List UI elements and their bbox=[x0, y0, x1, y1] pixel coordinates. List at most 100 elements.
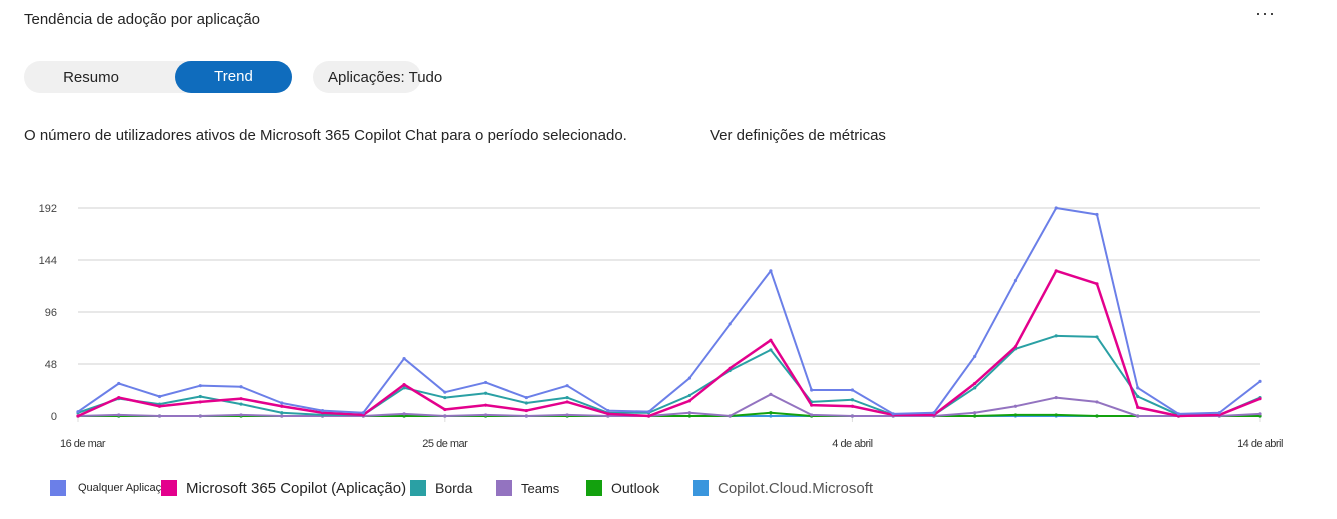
data-point bbox=[647, 410, 651, 414]
more-options-icon[interactable]: ··· bbox=[1255, 3, 1276, 23]
data-point bbox=[687, 399, 691, 403]
data-point bbox=[361, 411, 365, 415]
data-point bbox=[239, 397, 243, 401]
data-point bbox=[524, 414, 528, 418]
y-tick-label: 0 bbox=[51, 411, 57, 423]
data-point bbox=[239, 402, 243, 406]
data-point bbox=[973, 414, 977, 418]
data-point bbox=[769, 392, 773, 396]
data-point bbox=[687, 414, 691, 418]
data-point bbox=[524, 395, 528, 400]
data-point bbox=[1136, 414, 1140, 418]
legend-label: Teams bbox=[521, 480, 560, 496]
series-line-borda bbox=[77, 334, 1261, 416]
data-point bbox=[973, 386, 977, 390]
data-point bbox=[402, 386, 406, 390]
legend-item[interactable]: Outlook bbox=[586, 478, 659, 498]
data-point bbox=[157, 404, 162, 408]
data-point bbox=[483, 380, 488, 385]
x-tick-label: 14 de abril bbox=[1237, 438, 1283, 450]
data-point bbox=[76, 414, 80, 418]
data-point bbox=[565, 413, 569, 417]
data-point bbox=[810, 413, 814, 417]
data-point bbox=[1095, 414, 1099, 418]
app-filter-background bbox=[313, 61, 421, 93]
legend-item[interactable]: Borda bbox=[410, 478, 472, 498]
data-point bbox=[565, 384, 569, 388]
data-point bbox=[932, 411, 936, 415]
data-point bbox=[687, 411, 691, 415]
data-point bbox=[1054, 206, 1058, 210]
data-point bbox=[769, 348, 773, 352]
data-point bbox=[157, 414, 162, 418]
data-point bbox=[402, 356, 406, 361]
legend-label: Microsoft 365 Copilot (Aplicação) bbox=[186, 479, 407, 497]
data-point bbox=[565, 400, 569, 404]
legend-item[interactable]: Copilot.Cloud.Microsoft bbox=[693, 478, 873, 498]
data-point bbox=[1176, 412, 1181, 416]
data-point bbox=[1217, 411, 1221, 415]
data-point bbox=[198, 400, 202, 404]
data-point bbox=[1095, 335, 1099, 339]
data-point bbox=[157, 394, 162, 399]
data-point bbox=[1136, 405, 1140, 409]
data-point bbox=[280, 414, 284, 418]
data-point bbox=[973, 411, 977, 415]
data-point bbox=[810, 388, 814, 392]
data-point bbox=[280, 404, 284, 408]
legend-swatch bbox=[161, 480, 177, 496]
data-point bbox=[687, 376, 691, 380]
data-point bbox=[1054, 395, 1058, 400]
tab-summary[interactable]: Resumo bbox=[63, 69, 119, 86]
data-point bbox=[1258, 397, 1262, 401]
data-point bbox=[483, 403, 488, 407]
data-point bbox=[1136, 386, 1140, 390]
legend-label: Copilot.Cloud.Microsoft bbox=[718, 479, 874, 497]
data-point bbox=[1054, 334, 1058, 338]
data-point bbox=[850, 398, 855, 402]
legend-label: Outlook bbox=[611, 480, 660, 496]
chart-title: Tendência de adoção por aplicação bbox=[24, 11, 261, 28]
y-tick-label: 48 bbox=[45, 359, 57, 371]
legend-swatch bbox=[586, 480, 602, 496]
data-point bbox=[1013, 278, 1018, 283]
data-point bbox=[1095, 282, 1099, 286]
legend-item[interactable]: Microsoft 365 Copilot (Aplicação) bbox=[161, 478, 406, 498]
legend-swatch bbox=[693, 480, 709, 496]
data-point bbox=[606, 412, 610, 416]
legend-item[interactable]: Teams bbox=[496, 478, 559, 498]
x-tick-label: 25 de mar bbox=[422, 438, 468, 450]
data-point bbox=[117, 381, 121, 386]
data-point bbox=[1095, 400, 1099, 404]
y-tick-label: 192 bbox=[39, 203, 57, 215]
data-point bbox=[402, 412, 406, 416]
legend-item[interactable]: Qualquer Aplicação bbox=[50, 478, 173, 498]
x-tick-label: 16 de mar bbox=[60, 438, 106, 450]
data-point bbox=[117, 395, 121, 400]
legend-swatch bbox=[50, 480, 66, 496]
legend-swatch bbox=[410, 480, 426, 496]
metric-definitions-link[interactable]: Ver definições de métricas bbox=[710, 127, 886, 144]
data-point bbox=[1013, 345, 1018, 349]
y-tick-label: 144 bbox=[39, 255, 57, 267]
data-point bbox=[769, 338, 773, 342]
data-point bbox=[850, 404, 855, 408]
legend-label: Borda bbox=[435, 480, 473, 496]
data-point bbox=[769, 269, 773, 273]
data-point bbox=[198, 384, 202, 388]
chart-description: O número de utilizadores ativos de Micro… bbox=[24, 127, 627, 144]
data-point bbox=[850, 388, 855, 392]
y-tick-label: 96 bbox=[45, 307, 57, 319]
app-filter-button[interactable]: Aplicações: Tudo bbox=[328, 69, 443, 86]
data-point bbox=[443, 407, 447, 412]
x-tick-label: 4 de abril bbox=[832, 438, 872, 450]
data-point bbox=[198, 414, 202, 418]
data-point bbox=[565, 395, 569, 400]
data-point bbox=[320, 408, 325, 413]
data-point bbox=[483, 413, 488, 417]
tab-trend[interactable]: Trend bbox=[175, 61, 292, 93]
data-point bbox=[117, 413, 121, 417]
legend-swatch bbox=[496, 480, 512, 496]
data-point bbox=[1095, 212, 1099, 217]
